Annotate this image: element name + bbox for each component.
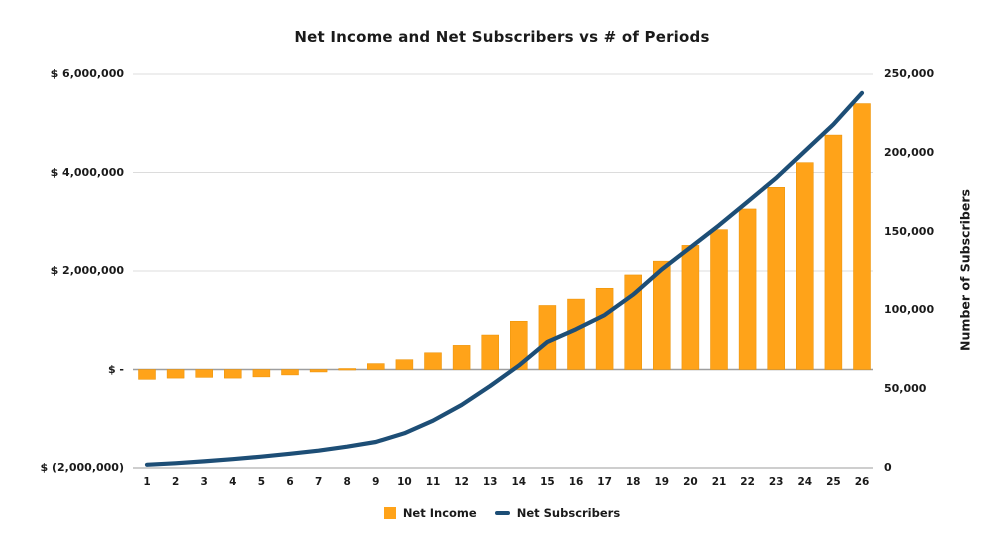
net-income-bar-12 <box>452 345 471 370</box>
x-axis-tick-label: 25 <box>826 476 841 488</box>
legend: Net Income Net Subscribers <box>0 506 1004 520</box>
x-axis-tick-label: 5 <box>257 476 266 488</box>
net-income-bar-19 <box>653 260 671 370</box>
net-income-bar-25 <box>824 134 843 370</box>
right-axis-tick-label: 50,000 <box>884 382 927 396</box>
net-income-bar-17 <box>595 287 614 370</box>
right-axis-tick-label: 250,000 <box>884 67 935 80</box>
x-axis-tick-label: 6 <box>286 476 294 488</box>
net-subscribers-line <box>144 90 865 467</box>
net-income-bar-6 <box>281 369 299 376</box>
net-income-bar-13 <box>481 334 499 370</box>
net-income-bar-4 <box>224 369 242 379</box>
x-axis-tick-label: 22 <box>740 476 755 488</box>
net-income-bar-1 <box>138 369 156 380</box>
x-axis-tick-label: 7 <box>314 476 323 488</box>
x-axis-tick-label: 9 <box>372 476 380 488</box>
left-axis-tick-label: $ 4,000,000 <box>50 165 124 179</box>
x-axis-tick-label: 2 <box>171 476 180 488</box>
left-axis-tick-label: $ (2,000,000) <box>40 461 124 474</box>
net-income-bar-10 <box>395 359 414 370</box>
legend-item-net-subscribers: Net Subscribers <box>494 506 621 520</box>
x-axis-tick-label: 15 <box>540 476 555 488</box>
x-axis-tick-label: 12 <box>454 476 469 488</box>
right-axis-tick-label: 150,000 <box>884 224 935 238</box>
x-axis-tick-label: 1 <box>143 476 151 488</box>
right-axis-tick-label: 200,000 <box>884 145 935 159</box>
left-axis-tick-label: $ 2,000,000 <box>50 264 124 277</box>
x-axis-tick-label: 21 <box>711 476 727 488</box>
net-income-bar-24 <box>796 162 814 370</box>
net-income-bar-11 <box>424 352 442 370</box>
net-income-bar-16 <box>567 298 585 370</box>
x-axis-tick-label: 11 <box>425 476 441 488</box>
right-axis-title: Number of Subscribers <box>957 189 973 351</box>
left-axis-tick-label: $ - <box>107 362 124 376</box>
net-income-bar-2 <box>166 369 185 379</box>
net-subscribers-swatch-icon <box>494 511 510 515</box>
x-axis-tick-label: 24 <box>797 476 813 488</box>
net-income-bar-20 <box>681 245 700 370</box>
net-income-bar-14 <box>510 320 528 370</box>
x-axis-tick-label: 8 <box>343 476 351 488</box>
x-axis-tick-label: 4 <box>229 476 237 488</box>
x-axis-tick-label: 17 <box>597 476 612 488</box>
net-income-bar-23 <box>767 187 785 370</box>
net-income-bar-9 <box>367 363 385 370</box>
net-income-bar-8 <box>338 368 356 371</box>
net-income-bar-26 <box>853 103 871 370</box>
x-axis-tick-label: 23 <box>768 476 784 488</box>
net-income-bar-22 <box>738 208 757 370</box>
net-income-bar-7 <box>309 369 328 373</box>
right-axis-tick-label: 100,000 <box>884 303 935 317</box>
net-income-bar-5 <box>252 369 271 378</box>
net-income-bar-3 <box>195 369 213 378</box>
x-axis-tick-label: 16 <box>568 476 584 488</box>
net-income-swatch-icon <box>383 507 396 519</box>
legend-item-net-income: Net Income <box>383 506 477 520</box>
x-axis-tick-label: 20 <box>683 476 698 488</box>
x-axis-tick-label: 14 <box>511 476 527 488</box>
net-income-bar-21 <box>710 229 728 370</box>
x-axis-tick-label: 3 <box>200 476 208 488</box>
legend-label-net-income: Net Income <box>402 506 477 520</box>
x-axis-tick-label: 18 <box>625 476 641 488</box>
chart-title: Net Income and Net Subscribers vs # of P… <box>294 28 710 46</box>
x-axis-tick-label: 19 <box>654 476 670 488</box>
right-axis-tick-label: 0 <box>884 461 892 474</box>
x-axis-tick-label: 10 <box>397 476 412 488</box>
x-axis-tick-label: 26 <box>854 476 870 488</box>
left-axis-tick-label: $ 6,000,000 <box>50 67 124 80</box>
legend-label-net-subscribers: Net Subscribers <box>516 506 621 520</box>
x-axis-tick-label: 13 <box>482 476 498 488</box>
